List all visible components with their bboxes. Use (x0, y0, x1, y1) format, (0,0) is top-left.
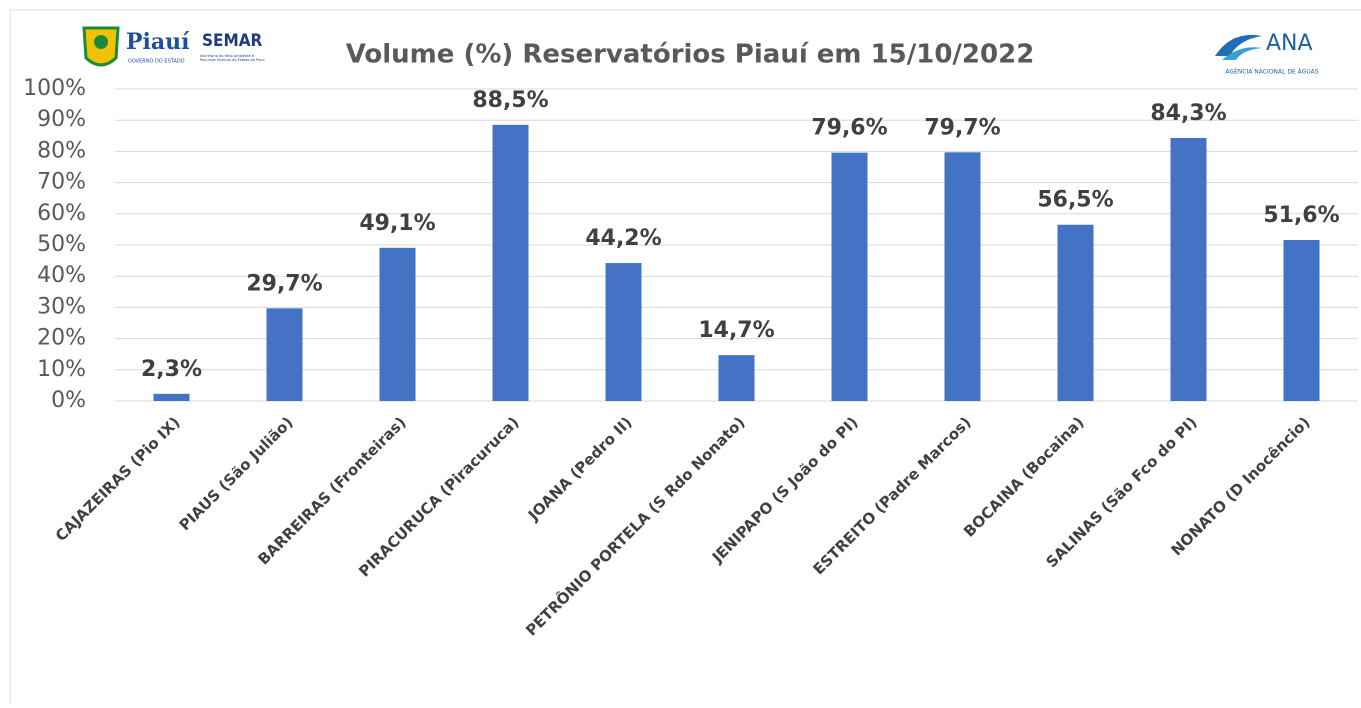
y-tick-label: 30% (37, 294, 86, 319)
chart-frame (9, 9, 1361, 708)
data-label: 51,6% (1263, 203, 1339, 228)
data-label: 56,5% (1037, 188, 1113, 213)
data-label: 88,5% (472, 88, 548, 113)
logo-subtext: Secretaria do Meio Ambiente e Recursos H… (200, 54, 265, 62)
y-tick-label: 100% (23, 76, 86, 101)
y-tick-label: 90% (37, 107, 86, 132)
data-label: 29,7% (246, 271, 322, 296)
data-label: 79,6% (811, 116, 887, 141)
data-label: 2,3% (141, 357, 202, 382)
y-tick-label: 40% (37, 263, 86, 288)
y-tick-label: 0% (51, 388, 86, 413)
piaui-logo: Piauí GOVERNO DO ESTADO SEMAR Secretaria… (82, 26, 265, 67)
bar (266, 308, 303, 401)
bar (718, 355, 755, 401)
y-tick-label: 80% (37, 138, 86, 163)
bar (379, 247, 416, 401)
y-tick-label: 10% (37, 357, 86, 382)
bar (492, 124, 529, 401)
y-tick-label: 70% (37, 170, 86, 195)
chart-title: Volume (%) Reservatórios Piauí em 15/10/… (346, 40, 1035, 70)
bar (1170, 137, 1207, 401)
data-label: 79,7% (924, 115, 1000, 140)
data-label: 49,1% (359, 211, 435, 236)
logo-text: SEMAR (202, 31, 263, 51)
bar (1283, 240, 1320, 401)
logo-subtext: AGÊNCIA NACIONAL DE ÁGUAS (1225, 68, 1318, 76)
y-tick-label: 50% (37, 232, 86, 257)
bar (605, 263, 642, 401)
data-label: 44,2% (585, 226, 661, 251)
data-label: 14,7% (698, 318, 774, 343)
bar (153, 393, 190, 401)
logo-subtext: GOVERNO DO ESTADO (128, 59, 185, 65)
bar (1057, 224, 1094, 401)
y-tick-label: 60% (37, 201, 86, 226)
bar (831, 152, 868, 401)
bar (944, 152, 981, 401)
ana-logo: ANA AGÊNCIA NACIONAL DE ÁGUAS (1215, 31, 1319, 76)
logo-text: Piauí (126, 29, 190, 55)
data-label: 84,3% (1150, 101, 1226, 126)
y-tick-label: 20% (37, 326, 86, 351)
logo-text: ANA (1266, 31, 1313, 56)
